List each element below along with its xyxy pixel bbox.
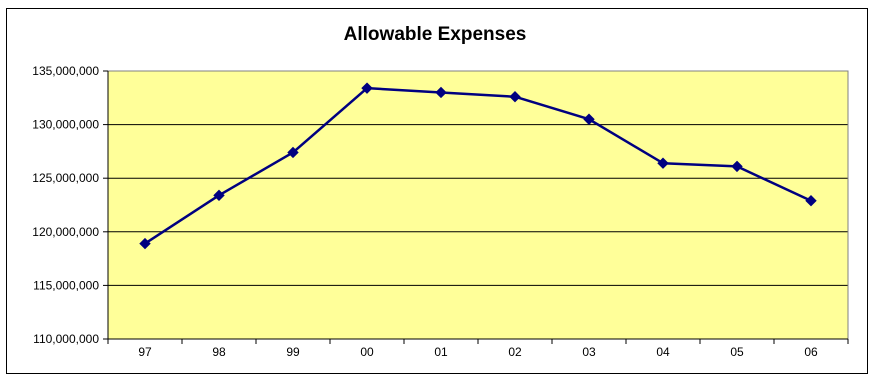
x-tick-label: 98 [212, 345, 226, 359]
y-tick-label: 115,000,000 [33, 278, 99, 292]
y-tick-label: 120,000,000 [32, 225, 99, 239]
data-point-marker [435, 86, 447, 99]
x-tick-label: 05 [730, 345, 744, 359]
x-tick-label: 06 [804, 345, 818, 359]
data-point-marker [361, 82, 373, 94]
y-tick-label: 125,000,000 [32, 171, 99, 185]
data-point-marker [657, 157, 669, 169]
x-tick-label: 01 [434, 345, 448, 359]
data-point-marker [731, 160, 743, 173]
x-tick-label: 04 [656, 345, 670, 359]
x-tick-label: 97 [138, 345, 152, 359]
plot-area [108, 71, 848, 339]
data-point-marker [583, 113, 595, 125]
y-tick-label: 135,000,000 [32, 64, 99, 78]
x-tick-label: 02 [508, 345, 522, 359]
data-point-marker [509, 91, 521, 103]
data-point-marker [805, 195, 817, 207]
series-line [144, 86, 812, 245]
chart-title: Allowable Expenses [343, 24, 527, 45]
data-point-marker [287, 146, 299, 159]
x-tick-label: 99 [286, 345, 300, 359]
data-point-marker [139, 237, 151, 250]
y-tick-label: 110,000,000 [33, 332, 99, 346]
x-tick-label: 00 [360, 345, 374, 359]
x-tick-label: 03 [582, 345, 596, 359]
data-point-marker [213, 189, 225, 202]
y-tick-label: 130,000,000 [32, 118, 99, 132]
